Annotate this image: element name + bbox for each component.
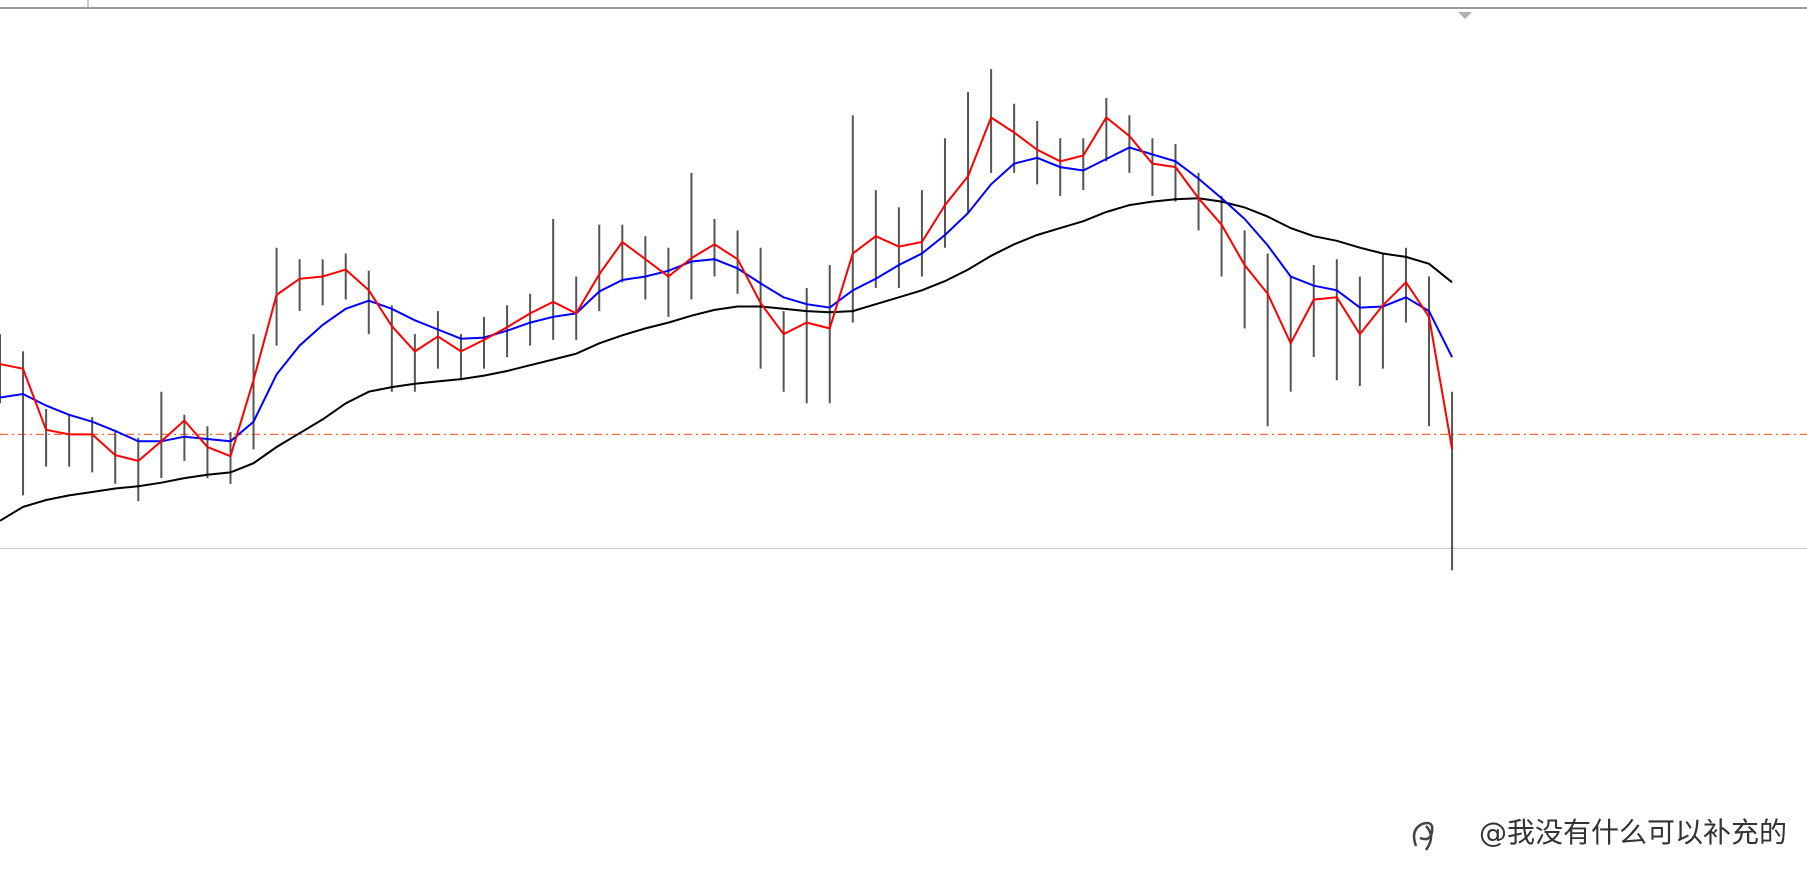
watermark-icon	[1412, 821, 1434, 851]
scroll-marker	[1458, 12, 1472, 19]
watermark: @我没有什么可以补充的	[1479, 816, 1787, 849]
moving-average-line	[0, 197, 1453, 522]
moving-average-line	[0, 115, 1454, 462]
moving-average-line	[0, 146, 1453, 443]
